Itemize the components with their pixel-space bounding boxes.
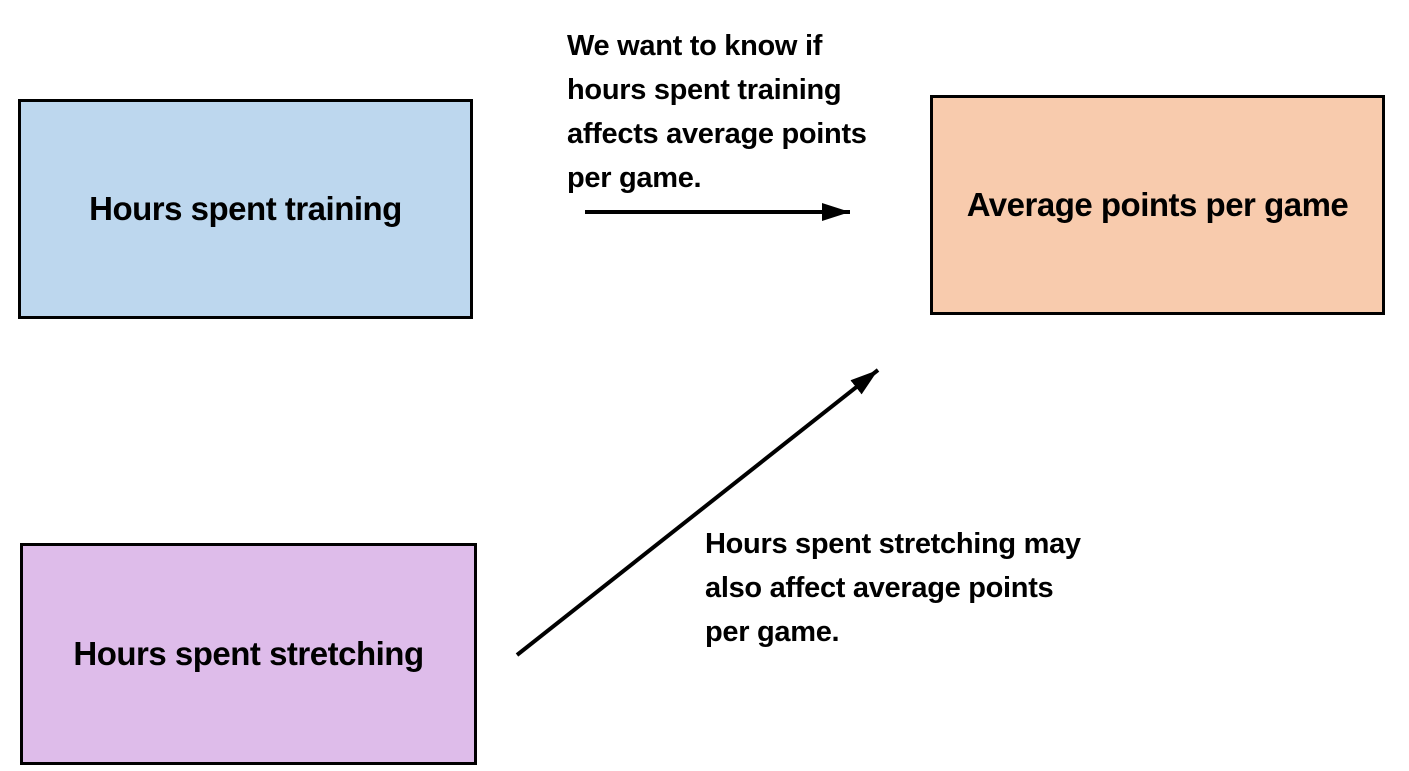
node-hours-training: Hours spent training (18, 99, 473, 319)
annotation-stretching-effect: Hours spent stretching may also affect a… (705, 522, 1081, 654)
node-hours-stretching-label: Hours spent stretching (73, 635, 424, 672)
annotation-stretching-effect-line: per game. (705, 616, 840, 648)
node-hours-training-label: Hours spent training (89, 190, 402, 227)
node-average-points-label: Average points per game (966, 186, 1349, 223)
annotation-stretching-effect-line: also affect average points (705, 572, 1054, 604)
annotation-training-effect: We want to know if hours spent training … (567, 24, 867, 200)
annotation-training-effect-line: We want to know if (567, 30, 823, 62)
node-hours-stretching: Hours spent stretching (20, 543, 477, 765)
annotation-stretching-effect-line: Hours spent stretching may (705, 528, 1081, 560)
annotation-training-effect-line: hours spent training (567, 74, 842, 106)
node-average-points: Average points per game (930, 95, 1385, 315)
annotation-training-effect-line: per game. (567, 162, 702, 194)
annotation-training-effect-line: affects average points (567, 118, 867, 150)
